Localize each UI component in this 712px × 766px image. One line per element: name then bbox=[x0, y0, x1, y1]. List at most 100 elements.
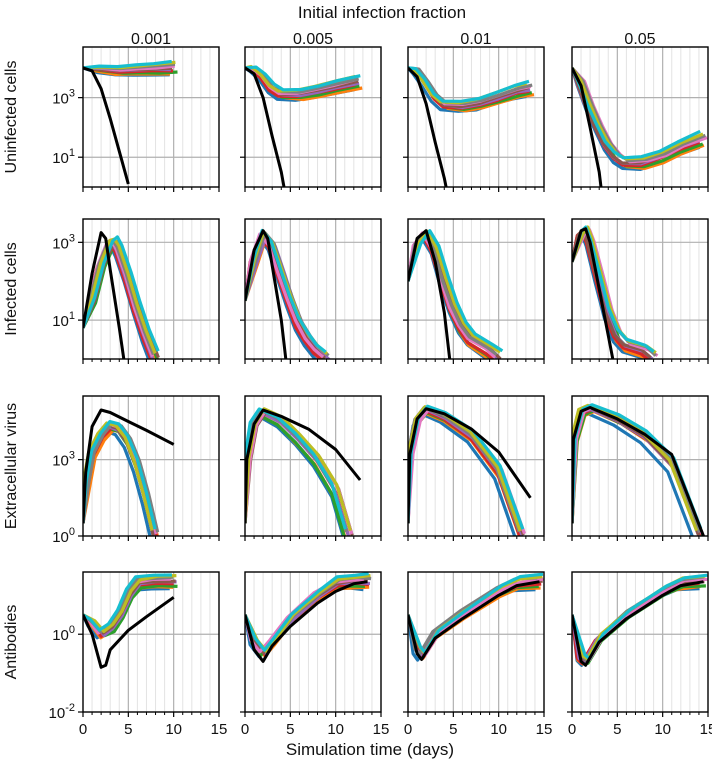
stochastic-series-line bbox=[408, 66, 530, 103]
row-label-0: Uninfected cells bbox=[3, 61, 20, 174]
series-group bbox=[83, 59, 178, 185]
deterministic-series-line bbox=[83, 66, 130, 185]
panel-frame bbox=[82, 46, 220, 188]
y-tick-label: 101 bbox=[52, 310, 75, 330]
x-tick-label: 15 bbox=[211, 721, 228, 738]
panel-r2-c2 bbox=[403, 395, 545, 541]
series-group bbox=[245, 64, 363, 187]
panel-r1-c0: 103 101 bbox=[52, 218, 220, 364]
x-tick-label: 10 bbox=[165, 721, 182, 738]
deterministic-series-line bbox=[408, 229, 452, 359]
y-tick-label: 103 bbox=[52, 450, 75, 470]
deterministic-series-line bbox=[245, 580, 368, 663]
x-tick-label: 0 bbox=[241, 721, 249, 738]
panel-frame bbox=[82, 571, 220, 713]
panel-frame bbox=[571, 571, 709, 713]
panel-frame bbox=[571, 218, 709, 360]
series-group bbox=[572, 403, 705, 536]
series-group bbox=[572, 66, 708, 187]
x-axis-label: Simulation time (days) bbox=[286, 740, 454, 759]
panel-r2-c0: 103 100 bbox=[52, 395, 220, 546]
x-tick-label: 0 bbox=[404, 721, 412, 738]
stochastic-series-line bbox=[245, 408, 348, 533]
stochastic-series-line bbox=[408, 580, 539, 657]
x-tick-label: 10 bbox=[490, 721, 507, 738]
panel-frame bbox=[407, 218, 545, 360]
series-group bbox=[83, 231, 160, 359]
series-group bbox=[408, 229, 504, 359]
stochastic-series-line bbox=[83, 235, 160, 352]
column-header-3: 0.05 bbox=[624, 31, 655, 48]
x-tick-label: 10 bbox=[327, 721, 344, 738]
deterministic-series-line bbox=[572, 227, 615, 359]
stochastic-series-line bbox=[572, 229, 651, 359]
deterministic-series-line bbox=[408, 66, 448, 187]
stochastic-series-line bbox=[408, 572, 544, 655]
panel-frame bbox=[571, 395, 709, 537]
stochastic-series-line bbox=[83, 420, 157, 530]
series-group bbox=[83, 573, 178, 669]
series-group bbox=[245, 228, 331, 359]
series-group bbox=[245, 572, 372, 663]
panel-frame bbox=[407, 395, 545, 537]
stochastic-series-line bbox=[245, 581, 371, 655]
stochastic-series-line bbox=[408, 229, 504, 353]
panel-frame bbox=[244, 218, 382, 360]
stochastic-series-line bbox=[572, 573, 708, 661]
x-tick-label: 10 bbox=[654, 721, 671, 738]
x-tick-label: 5 bbox=[449, 721, 457, 738]
panel-frame bbox=[244, 46, 382, 188]
stochastic-series-line bbox=[408, 231, 498, 356]
panel-frame bbox=[82, 395, 220, 537]
panel-frame bbox=[407, 46, 545, 188]
deterministic-series-line bbox=[572, 406, 705, 536]
series-group bbox=[83, 408, 175, 536]
deterministic-series-line bbox=[245, 66, 286, 187]
series-group bbox=[572, 573, 708, 667]
panel-r0-c1 bbox=[240, 46, 382, 192]
panel-frame bbox=[82, 218, 220, 360]
column-header-1: 0.005 bbox=[293, 31, 333, 48]
deterministic-series-line bbox=[83, 231, 126, 359]
y-tick-label: 101 bbox=[52, 147, 75, 167]
x-tick-label: 5 bbox=[124, 721, 132, 738]
y-tick-label: 103 bbox=[52, 232, 75, 252]
panel-r0-c2 bbox=[403, 46, 545, 192]
deterministic-series-line bbox=[245, 229, 288, 359]
deterministic-series-line bbox=[408, 407, 532, 524]
panel-r3-c1: 0 5 10 15 bbox=[240, 571, 390, 738]
x-tick-label: 15 bbox=[373, 721, 390, 738]
series-group bbox=[408, 572, 544, 662]
x-tick-label: 15 bbox=[536, 721, 553, 738]
panel-r1-c2 bbox=[403, 218, 545, 364]
x-tick-label: 0 bbox=[568, 721, 576, 738]
x-tick-label: 5 bbox=[286, 721, 294, 738]
stochastic-series-line bbox=[83, 237, 157, 354]
stochastic-series-line bbox=[83, 573, 172, 632]
panel-r3-c2: 0 5 10 15 bbox=[403, 571, 553, 738]
deterministic-series-line bbox=[83, 408, 175, 524]
panel-frame bbox=[244, 571, 382, 713]
panel-r2-c1 bbox=[240, 395, 382, 541]
y-tick-label: 100 bbox=[52, 526, 75, 546]
stochastic-series-line bbox=[83, 574, 177, 634]
series-group bbox=[408, 66, 535, 187]
deterministic-series-line bbox=[245, 408, 362, 524]
panel-r1-c3 bbox=[567, 218, 709, 364]
series-group bbox=[572, 225, 659, 359]
row-label-2: Extracellular virus bbox=[3, 403, 20, 529]
stochastic-series-line bbox=[245, 572, 369, 652]
panel-r0-c0: 103 101 bbox=[52, 46, 220, 192]
panel-r1-c1 bbox=[240, 218, 382, 364]
stochastic-series-line bbox=[245, 407, 347, 530]
stochastic-series-line bbox=[245, 65, 361, 92]
y-tick-label: 100 bbox=[52, 624, 75, 644]
figure-title: Initial infection fraction bbox=[298, 3, 466, 22]
deterministic-series-line bbox=[83, 596, 175, 669]
panel-r2-c3 bbox=[567, 395, 709, 541]
y-tick-label: 103 bbox=[52, 88, 75, 108]
row-label-1: Infected cells bbox=[3, 242, 20, 335]
column-header-2: 0.01 bbox=[460, 31, 491, 48]
